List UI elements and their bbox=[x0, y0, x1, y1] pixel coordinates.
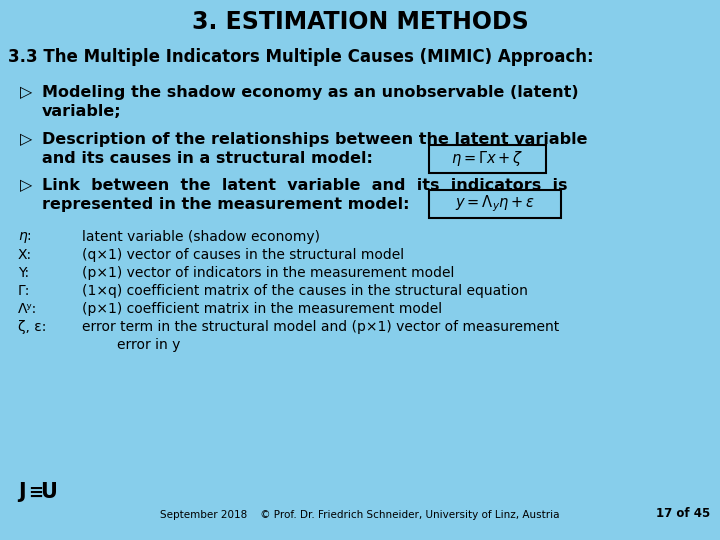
Text: represented in the measurement model:: represented in the measurement model: bbox=[42, 197, 410, 212]
Text: $\eta$:: $\eta$: bbox=[18, 230, 32, 245]
Text: (p×1) coefficient matrix in the measurement model: (p×1) coefficient matrix in the measurem… bbox=[82, 302, 442, 316]
Text: and its causes in a structural model:: and its causes in a structural model: bbox=[42, 151, 373, 166]
Text: Link  between  the  latent  variable  and  its  indicators  is: Link between the latent variable and its… bbox=[42, 178, 567, 193]
Text: 17 of 45: 17 of 45 bbox=[656, 507, 710, 520]
Text: ▷: ▷ bbox=[20, 85, 32, 100]
Text: ζ, ε:: ζ, ε: bbox=[18, 320, 46, 334]
FancyBboxPatch shape bbox=[429, 190, 561, 218]
Text: J: J bbox=[18, 482, 26, 502]
Text: $y = \Lambda_y \eta + \varepsilon$: $y = \Lambda_y \eta + \varepsilon$ bbox=[455, 194, 535, 214]
Text: 3. ESTIMATION METHODS: 3. ESTIMATION METHODS bbox=[192, 10, 528, 34]
Text: error in y: error in y bbox=[82, 338, 181, 352]
Text: Γ:: Γ: bbox=[18, 284, 30, 298]
Text: (1×q) coefficient matrix of the causes in the structural equation: (1×q) coefficient matrix of the causes i… bbox=[82, 284, 528, 298]
Text: 3.3 The Multiple Indicators Multiple Causes (MIMIC) Approach:: 3.3 The Multiple Indicators Multiple Cau… bbox=[8, 48, 593, 66]
Text: $\eta = \Gamma x + \zeta$: $\eta = \Gamma x + \zeta$ bbox=[451, 150, 524, 168]
Text: Y:: Y: bbox=[18, 266, 29, 280]
Text: latent variable (shadow economy): latent variable (shadow economy) bbox=[82, 230, 320, 244]
Text: ▷: ▷ bbox=[20, 178, 32, 193]
Text: ≡: ≡ bbox=[28, 484, 43, 502]
Text: error term in the structural model and (p×1) vector of measurement: error term in the structural model and (… bbox=[82, 320, 559, 334]
Text: U: U bbox=[40, 482, 57, 502]
FancyBboxPatch shape bbox=[429, 145, 546, 173]
Text: Λʸ:: Λʸ: bbox=[18, 302, 37, 316]
Text: variable;: variable; bbox=[42, 104, 122, 119]
Text: ▷: ▷ bbox=[20, 132, 32, 147]
Text: September 2018    © Prof. Dr. Friedrich Schneider, University of Linz, Austria: September 2018 © Prof. Dr. Friedrich Sch… bbox=[161, 510, 559, 520]
Text: (q×1) vector of causes in the structural model: (q×1) vector of causes in the structural… bbox=[82, 248, 404, 262]
Text: Description of the relationships between the latent variable: Description of the relationships between… bbox=[42, 132, 588, 147]
Text: (p×1) vector of indicators in the measurement model: (p×1) vector of indicators in the measur… bbox=[82, 266, 454, 280]
Text: X:: X: bbox=[18, 248, 32, 262]
Text: Modeling the shadow economy as an unobservable (latent): Modeling the shadow economy as an unobse… bbox=[42, 85, 579, 100]
